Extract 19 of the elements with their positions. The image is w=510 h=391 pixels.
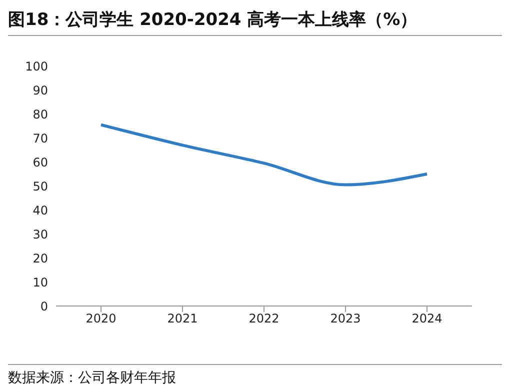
x-tick-label: 2024 <box>412 312 442 326</box>
y-tick-label: 40 <box>32 203 48 218</box>
y-tick-label: 60 <box>32 155 48 170</box>
chart-title: 图18：公司学生 2020-2024 高考一本上线率（%） <box>8 8 502 36</box>
y-tick-label: 80 <box>32 107 48 122</box>
y-tick-label: 0 <box>40 299 48 314</box>
y-tick-label: 50 <box>32 179 48 194</box>
line-series <box>100 123 428 186</box>
y-tick-label: 90 <box>32 83 48 98</box>
y-tick-label: 70 <box>32 131 48 146</box>
x-tick-label: 2023 <box>330 312 361 326</box>
y-tick-label: 30 <box>32 227 48 242</box>
y-tick-label: 100 <box>25 59 48 74</box>
y-tick-label: 10 <box>32 275 48 290</box>
x-tick-label: 2022 <box>248 312 280 326</box>
x-tick-label: 2020 <box>86 312 116 326</box>
y-tick-label: 20 <box>32 251 48 266</box>
x-tick-label: 2021 <box>167 312 198 326</box>
source-note: 数据来源：公司各财年年报 <box>8 369 177 387</box>
